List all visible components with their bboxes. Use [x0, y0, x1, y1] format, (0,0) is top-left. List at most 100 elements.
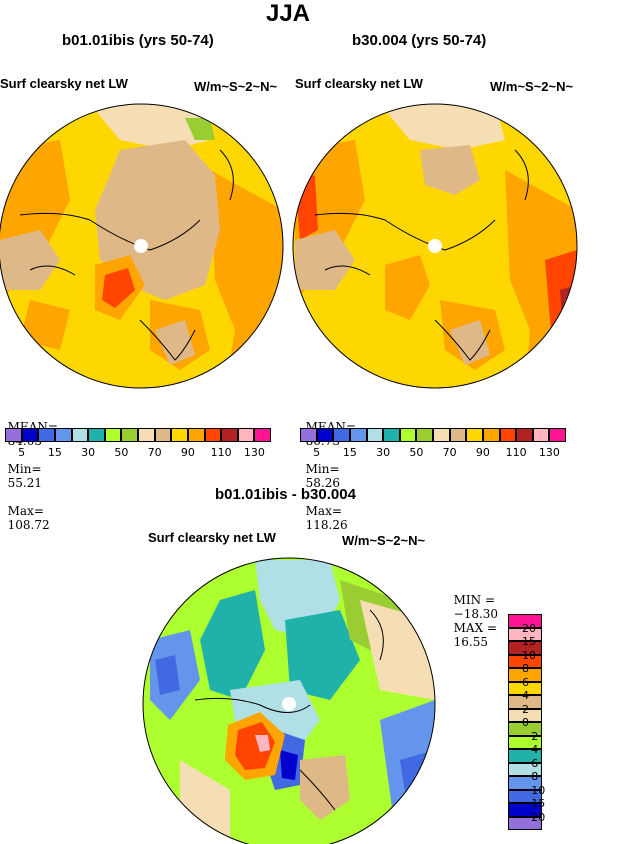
left-pole-marker — [134, 239, 148, 253]
right-colorbar-swatch — [482, 428, 500, 442]
difference-colorbar-swatch — [508, 641, 542, 655]
right-colorbar-swatch — [333, 428, 350, 442]
left-colorbar: 5 15 30 50 70 90 110 130 — [5, 428, 275, 464]
right-colorbar-tick-label: 110 — [505, 446, 527, 459]
left-colorbar-tick-label: 50 — [114, 446, 129, 459]
difference-units-label: W/m~S~2~N~ — [342, 533, 426, 548]
difference-colorbar-tick-label: 2 — [522, 702, 529, 716]
left-colorbar-swatch — [254, 428, 271, 442]
difference-colorbar-swatch — [508, 695, 542, 709]
right-colorbar-swatch — [383, 428, 400, 442]
difference-colorbar-swatch — [508, 627, 542, 641]
right-variable-label: Surf clearsky net LW — [295, 76, 423, 91]
right-colorbar-swatch — [532, 428, 550, 442]
right-colorbar-tick-label: 5 — [313, 446, 321, 459]
difference-colorbar-tick-label: 4 — [522, 689, 529, 702]
difference-colorbar-tick-label: 8 — [522, 662, 529, 675]
right-pole-marker — [428, 239, 442, 253]
right-colorbar-swatch — [399, 428, 417, 442]
difference-colorbar-tick-label: −2 — [522, 729, 539, 743]
left-colorbar-swatch — [121, 428, 138, 442]
difference-variable-label: Surf clearsky net LW — [148, 530, 276, 545]
left-colorbar-tick-label: 130 — [243, 446, 265, 459]
left-colorbar-swatch — [54, 428, 72, 442]
left-max-label: Max= — [7, 504, 44, 518]
difference-colorbar-swatch — [508, 749, 542, 763]
left-variable-label: Surf clearsky net LW — [0, 76, 128, 91]
left-colorbar-swatch — [204, 428, 222, 442]
left-colorbar-tick-label: 15 — [47, 446, 62, 459]
right-min-value: 58.26 — [305, 476, 340, 490]
right-colorbar-swatch — [416, 428, 433, 442]
left-colorbar-tick-label: 70 — [147, 446, 162, 459]
right-colorbar-swatch — [300, 428, 317, 442]
left-colorbar-swatch — [71, 428, 89, 442]
right-colorbar-swatch — [516, 428, 533, 442]
difference-polar-map — [143, 558, 435, 844]
left-min-value: 55.21 — [7, 476, 42, 490]
right-colorbar-swatch — [466, 428, 483, 442]
left-colorbar-swatch — [5, 428, 22, 442]
difference-minmax: MIN = −18.30 MAX = 16.55 — [446, 579, 498, 649]
figure-title: JJA — [265, 0, 311, 27]
difference-max-label: MAX = — [453, 621, 498, 635]
left-colorbar-swatch — [237, 428, 255, 442]
left-colorbar-swatch — [88, 428, 105, 442]
right-colorbar-swatch — [433, 428, 450, 442]
difference-colorbar-swatch — [508, 708, 542, 722]
left-stats: MEAN= 84.03 Min= 55.21 Max= 108.72 — [0, 406, 58, 532]
difference-panel-title: b01.01ibis - b30.004 — [215, 486, 356, 503]
difference-colorbar-tick-label: −6 — [522, 756, 539, 770]
left-colorbar-swatch — [21, 428, 39, 442]
left-colorbar-swatch — [138, 428, 155, 442]
difference-colorbar-swatch — [508, 681, 542, 695]
difference-colorbar-swatch — [508, 735, 542, 749]
right-min-label: Min= — [305, 462, 340, 476]
difference-colorbar-swatch — [508, 789, 542, 803]
right-colorbar-swatch — [316, 428, 334, 442]
left-panel-title: b01.01ibis (yrs 50-74) — [62, 32, 214, 49]
left-min-label: Min= — [7, 462, 42, 476]
right-colorbar-tick-label: 15 — [342, 446, 357, 459]
left-max-value: 108.72 — [7, 518, 50, 532]
difference-pole-marker — [282, 697, 296, 711]
difference-colorbar-tick-label: −8 — [522, 770, 539, 783]
left-colorbar-swatch — [221, 428, 238, 442]
difference-colorbar-swatch — [508, 762, 542, 776]
left-colorbar-swatch — [104, 428, 122, 442]
difference-colorbar-tick-label: −4 — [522, 743, 539, 756]
right-colorbar-tick-label: 70 — [442, 446, 457, 459]
difference-colorbar-swatch — [508, 816, 542, 830]
right-colorbar-swatch — [449, 428, 467, 442]
difference-colorbar-swatch — [508, 614, 542, 628]
difference-colorbar-swatch — [508, 722, 542, 736]
difference-colorbar-swatch — [508, 668, 542, 682]
left-colorbar-swatch — [187, 428, 205, 442]
difference-max-value: 16.55 — [453, 635, 488, 649]
difference-colorbar-swatch — [508, 803, 542, 817]
difference-colorbar-tick-label: −15 — [522, 797, 546, 810]
right-colorbar-tick-label: 90 — [475, 446, 490, 459]
left-polar-map — [0, 104, 283, 388]
left-colorbar-tick-label: 5 — [18, 446, 26, 459]
right-panel-title: b30.004 (yrs 50-74) — [352, 32, 487, 49]
difference-colorbar-tick-label: 20 — [522, 621, 536, 635]
difference-min-label: MIN = — [453, 593, 496, 607]
right-max-value: 118.26 — [305, 518, 348, 532]
difference-colorbar-tick-label: −20 — [522, 810, 546, 824]
right-colorbar-tick-label: 50 — [409, 446, 424, 459]
right-colorbar-swatch — [549, 428, 566, 442]
difference-colorbar: 20 15 10 8 6 4 2 0 −2 −4 −6 −8 −10 −15 −20 — [508, 614, 588, 840]
difference-min-value: −18.30 — [453, 607, 499, 621]
left-colorbar-tick-label: 30 — [81, 446, 96, 459]
difference-colorbar-tick-label: −10 — [522, 783, 546, 797]
difference-colorbar-swatch — [508, 654, 542, 668]
right-colorbar: 5 15 30 50 70 90 110 130 — [300, 428, 570, 464]
left-colorbar-tick-label: 90 — [180, 446, 195, 459]
right-max-label: Max= — [305, 504, 342, 518]
right-stats: MEAN= 86.73 Min= 58.26 Max= 118.26 — [298, 406, 356, 532]
left-colorbar-swatch — [38, 428, 55, 442]
difference-colorbar-tick-label: 15 — [522, 635, 536, 648]
right-colorbar-tick-label: 30 — [376, 446, 391, 459]
